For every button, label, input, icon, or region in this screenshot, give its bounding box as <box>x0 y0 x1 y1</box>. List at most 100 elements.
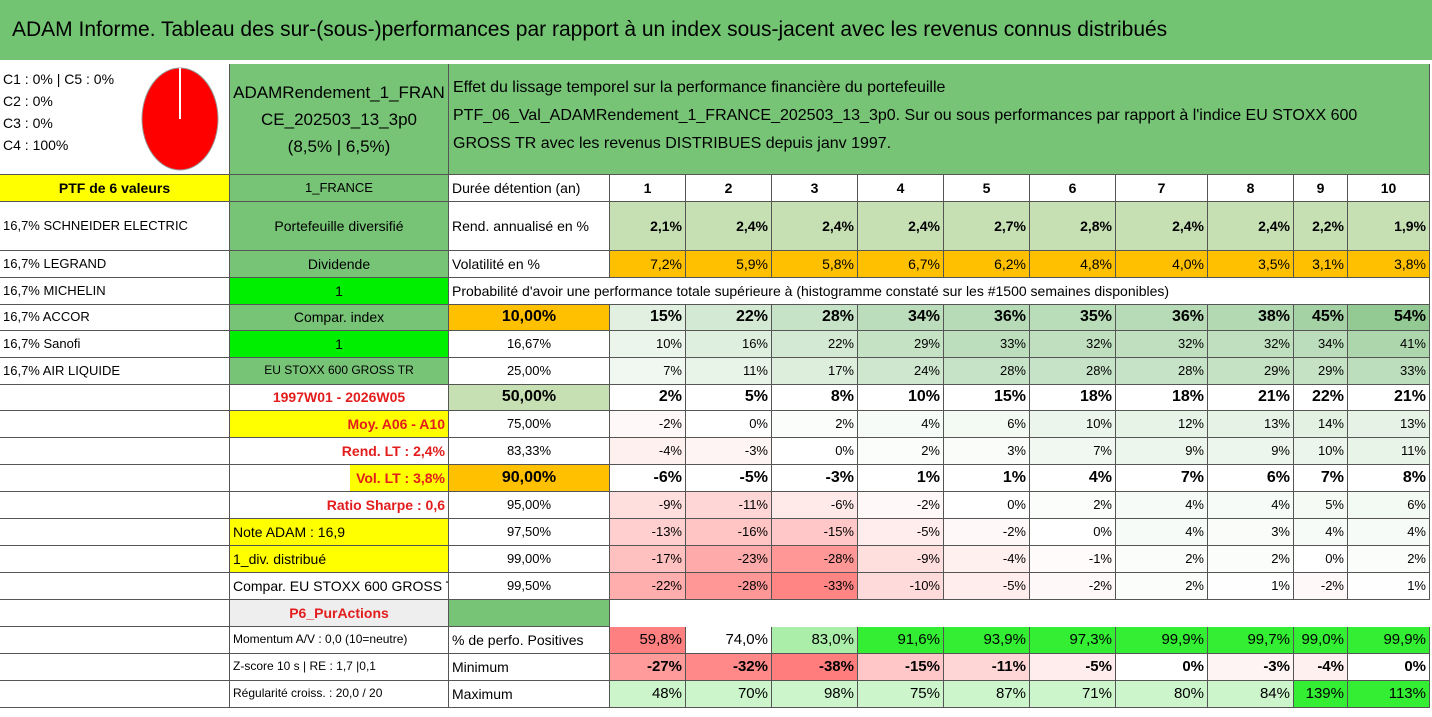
quantile-cell: 10% <box>1294 438 1348 465</box>
pos-cell: 99,9% <box>1348 627 1430 654</box>
quantile-cell: 54% <box>1348 305 1430 331</box>
quantile-cell: 34% <box>858 305 944 331</box>
vol-cell: 3,5% <box>1208 251 1294 278</box>
quantile-cell: 0% <box>686 411 772 438</box>
quantile-cell: 4% <box>1208 492 1294 519</box>
pie-c3-label: C3 : 0% <box>3 115 53 131</box>
quantile-cell: 2% <box>1348 546 1430 573</box>
year-header: 10 <box>1348 175 1430 202</box>
year-header: 9 <box>1294 175 1348 202</box>
quantile-label: 99,50% <box>449 573 610 600</box>
moy-label: Moy. A06 - A10 <box>230 411 449 438</box>
quantile-cell: 0% <box>772 438 858 465</box>
rend-label: Rend. annualisé en % <box>449 202 610 251</box>
div-label: 1_div. distribué <box>230 546 449 573</box>
quantile-cell: 24% <box>858 358 944 385</box>
rend-cell: 2,4% <box>1208 202 1294 251</box>
rend-cell: 2,4% <box>772 202 858 251</box>
quantile-cell: -28% <box>772 546 858 573</box>
quantile-cell: 32% <box>1116 331 1208 358</box>
quantile-cell: 0% <box>1030 519 1116 546</box>
quantile-cell: 38% <box>1208 305 1294 331</box>
max-cell: 80% <box>1116 681 1208 708</box>
quantile-cell: 28% <box>772 305 858 331</box>
rend-cell: 2,8% <box>1030 202 1116 251</box>
quantile-cell: 11% <box>1348 438 1430 465</box>
quantile-cell: -28% <box>686 573 772 600</box>
quantile-cell: -1% <box>1030 546 1116 573</box>
quantile-label: 10,00% <box>449 305 610 331</box>
quantile-label: 16,67% <box>449 331 610 358</box>
quantile-cell: 8% <box>772 385 858 411</box>
quantile-cell: 5% <box>686 385 772 411</box>
quantile-cell: 21% <box>1208 385 1294 411</box>
vol-label: Volatilité en % <box>449 251 610 278</box>
quantile-cell: 7% <box>1116 465 1208 492</box>
pos-label: % de perfo. Positives <box>449 627 610 654</box>
quantile-cell: 5% <box>1294 492 1348 519</box>
quantile-label: 95,00% <box>449 492 610 519</box>
quantile-cell: 22% <box>772 331 858 358</box>
period-label: 1997W01 - 2026W05 <box>230 385 449 411</box>
holding-row: 16,7% Sanofi <box>0 331 230 358</box>
quantile-cell: 13% <box>1208 411 1294 438</box>
quantile-label: 25,00% <box>449 358 610 385</box>
empty-cell <box>0 438 230 465</box>
quantile-cell: 36% <box>1116 305 1208 331</box>
vol-cell: 6,2% <box>944 251 1030 278</box>
p6-green-block <box>449 600 610 627</box>
quantile-cell: 2% <box>858 438 944 465</box>
report-title-bar: ADAM Informe. Tableau des sur-(sous-)per… <box>0 0 1432 60</box>
pie-chart-icon <box>141 67 219 171</box>
year-header: 2 <box>686 175 772 202</box>
quantile-cell: 8% <box>1348 465 1430 492</box>
regularite-label: Régularité croiss. : 20,0 / 20 <box>230 681 449 708</box>
pie-c1-label: C1 : 0% | C5 : 0% <box>3 71 115 87</box>
year-header: 5 <box>944 175 1030 202</box>
dividend-label: Dividende <box>230 251 449 278</box>
vol-cell: 3,1% <box>1294 251 1348 278</box>
p6-label: P6_PurActions <box>230 600 449 627</box>
fund-name-box: ADAMRendement_1_FRAN CE_202503_13_3p0 (8… <box>230 64 449 175</box>
empty-cell <box>0 573 230 600</box>
quantile-cell: -11% <box>686 492 772 519</box>
quantile-cell: 16% <box>686 331 772 358</box>
quantile-cell: 36% <box>944 305 1030 331</box>
empty-cell <box>0 465 230 492</box>
min-cell: -3% <box>1208 654 1294 681</box>
quantile-cell: -2% <box>1294 573 1348 600</box>
quantile-cell: 6% <box>1348 492 1430 519</box>
empty-cell <box>0 492 230 519</box>
year-header: 6 <box>1030 175 1116 202</box>
pie-c2-label: C2 : 0% <box>3 93 53 109</box>
pos-cell: 99,9% <box>1116 627 1208 654</box>
quantile-cell: 6% <box>944 411 1030 438</box>
empty-cell <box>0 627 230 654</box>
quantile-cell: 29% <box>1294 358 1348 385</box>
year-header: 1 <box>610 175 686 202</box>
min-cell: 0% <box>1348 654 1430 681</box>
quantile-cell: -2% <box>944 519 1030 546</box>
quantile-cell: 32% <box>1208 331 1294 358</box>
prob-title: Probabilité d'avoir une performance tota… <box>449 278 1430 305</box>
quantile-cell: 3% <box>1208 519 1294 546</box>
min-cell: -27% <box>610 654 686 681</box>
quantile-cell: 10% <box>1030 411 1116 438</box>
quantile-cell: 21% <box>1348 385 1430 411</box>
max-cell: 48% <box>610 681 686 708</box>
quantile-cell: 29% <box>1208 358 1294 385</box>
max-label: Maximum <box>449 681 610 708</box>
compar-index-label: Compar. index <box>230 305 449 331</box>
max-cell: 98% <box>772 681 858 708</box>
empty-cell <box>0 519 230 546</box>
empty-cell <box>0 411 230 438</box>
year-header: 4 <box>858 175 944 202</box>
report-title: ADAM Informe. Tableau des sur-(sous-)per… <box>12 18 1168 41</box>
quantile-cell: 22% <box>686 305 772 331</box>
quantile-cell: -9% <box>858 546 944 573</box>
quantile-cell: 45% <box>1294 305 1348 331</box>
holding-row: 16,7% ACCOR <box>0 305 230 331</box>
quantile-cell: -2% <box>858 492 944 519</box>
max-cell: 84% <box>1208 681 1294 708</box>
quantile-cell: 28% <box>1116 358 1208 385</box>
